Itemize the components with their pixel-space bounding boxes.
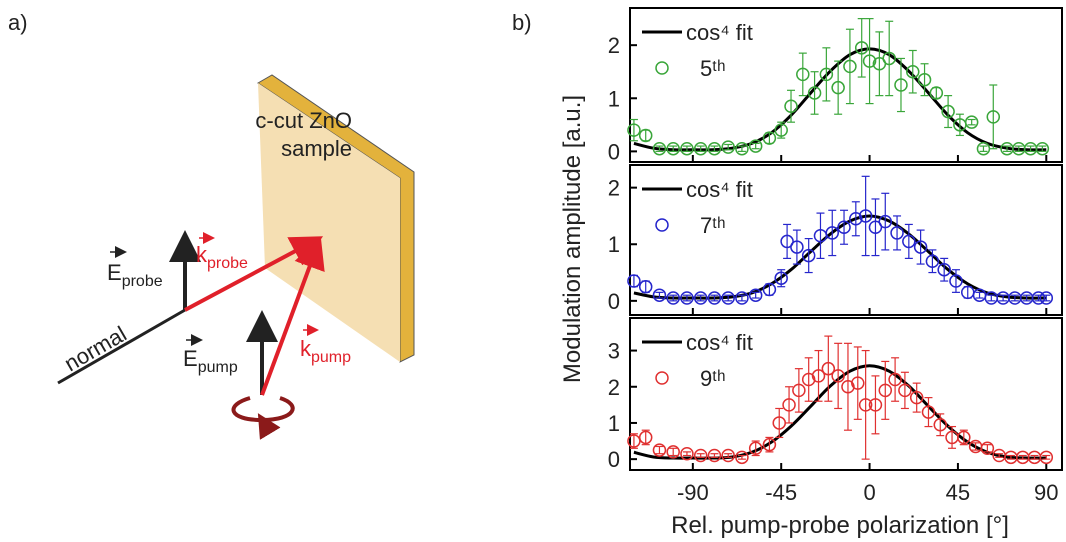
x-tick-label: 90 — [1034, 480, 1058, 505]
legend-marker — [656, 219, 668, 231]
diagram: a) c-cut ZnO sample normal Eprobe kprobe… — [8, 10, 414, 430]
subscript: pump — [198, 359, 238, 376]
legend-label: 9ᵗʰ — [700, 366, 726, 391]
legend-label: 5ᵗʰ — [700, 56, 726, 81]
y-axis-label: Modulation amplitude [a.u.] — [559, 95, 586, 383]
y-tick-label: 1 — [608, 86, 620, 111]
symbol: E — [107, 260, 122, 285]
panel-label: a) — [8, 10, 28, 35]
y-tick-label: 0 — [608, 447, 620, 472]
panel: 0 1 2 cos⁴ fit 5ᵗʰ — [608, 8, 1062, 164]
y-tick-label: 0 — [608, 289, 620, 314]
legend-label: cos⁴ fit — [686, 330, 753, 355]
y-tick-label: 2 — [608, 176, 620, 201]
k-pump-label: kpump — [300, 336, 351, 366]
sample-label: sample — [281, 136, 352, 161]
panel-label: b) — [512, 10, 532, 35]
y-tick-label: 2 — [608, 375, 620, 400]
x-tick-label: 45 — [946, 480, 970, 505]
fit-line — [634, 49, 1046, 150]
e-probe-label: Eprobe — [107, 260, 163, 290]
y-tick-label: 2 — [608, 33, 620, 58]
figure: a) c-cut ZnO sample normal Eprobe kprobe… — [0, 0, 1066, 542]
y-tick-label: 1 — [608, 411, 620, 436]
subscript: pump — [311, 349, 351, 366]
y-tick-label: 1 — [608, 232, 620, 257]
y-tick-label: 0 — [608, 139, 620, 164]
x-axis-label: Rel. pump-probe polarization [°] — [671, 512, 1009, 539]
panel: 0 1 2 3 -90 -45 0 45 90 Rel. pump-probe polarizat… — [608, 318, 1062, 539]
polarization-rotation — [234, 398, 293, 420]
legend-label: cos⁴ fit — [686, 20, 753, 45]
subscript: probe — [207, 255, 248, 272]
fit-line — [634, 216, 1046, 298]
legend-marker — [656, 62, 668, 74]
sample-label: c-cut ZnO — [255, 108, 352, 133]
symbol: E — [183, 346, 198, 371]
x-tick-label: 0 — [863, 480, 875, 505]
x-tick-label: -45 — [765, 480, 797, 505]
x-tick-label: -90 — [677, 480, 709, 505]
k-probe-label: kprobe — [196, 242, 248, 272]
subscript: probe — [122, 273, 163, 290]
normal-label: normal — [60, 321, 131, 376]
y-tick-label: 3 — [608, 339, 620, 364]
e-pump-label: Epump — [183, 346, 238, 376]
legend-label: cos⁴ fit — [686, 177, 753, 202]
legend-label: 7ᵗʰ — [700, 213, 726, 238]
legend-marker — [656, 372, 668, 384]
